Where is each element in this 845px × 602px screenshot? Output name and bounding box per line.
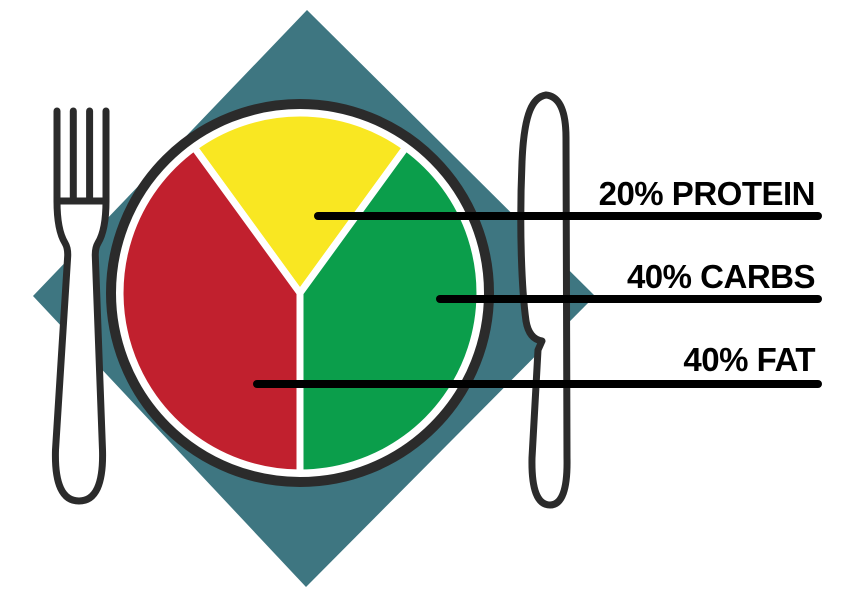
pie-slice-fat [116,143,304,477]
label-fat: 40% FAT [683,341,815,378]
pie-chart [116,109,484,477]
fork-body [51,197,110,505]
pie-slice-carbs [296,143,484,477]
label-protein: 20% PROTEIN [598,175,816,212]
fork-icon [51,107,110,505]
pie-slice-protein [190,109,410,297]
callout-lines [253,212,822,388]
label-carbs: 40% CARBS [626,258,816,295]
